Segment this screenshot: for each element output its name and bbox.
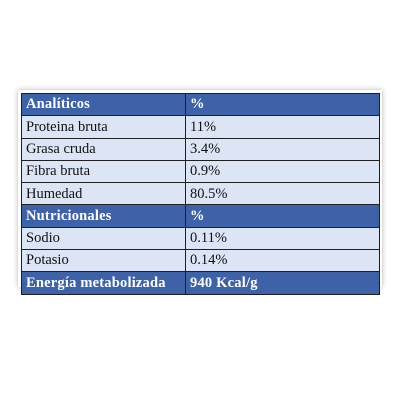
energy-value: 940 Kcal/g	[185, 271, 380, 295]
energy-label: Energía metabolizada	[21, 271, 186, 295]
table-row: Humedad 80.5%	[21, 182, 380, 206]
table-row: Sodio 0.11%	[21, 226, 380, 251]
nutrition-table-card: Analíticos % Proteina bruta 11% Grasa cr…	[18, 90, 382, 295]
section-header-nutricionales: Nutricionales %	[21, 204, 380, 228]
table-row: Fibra bruta 0.9%	[21, 159, 380, 184]
header-label: Analíticos	[21, 92, 186, 117]
header-unit: %	[185, 204, 380, 228]
nutrient-name: Proteina bruta	[21, 115, 186, 139]
nutrient-value: 0.14%	[185, 249, 380, 273]
nutrient-value: 0.9%	[185, 159, 380, 184]
nutrient-value: 11%	[185, 115, 380, 139]
nutrient-value: 0.11%	[185, 226, 380, 251]
table-row: Proteina bruta 11%	[21, 115, 380, 139]
nutrient-name: Fibra bruta	[21, 159, 186, 184]
header-unit: %	[185, 92, 380, 117]
nutrition-table: Analíticos % Proteina bruta 11% Grasa cr…	[21, 92, 380, 295]
energy-row: Energía metabolizada 940 Kcal/g	[21, 271, 380, 295]
nutrient-name: Humedad	[21, 182, 186, 206]
section-header-analiticos: Analíticos %	[21, 92, 380, 117]
nutrient-value: 3.4%	[185, 137, 380, 161]
table-row: Grasa cruda 3.4%	[21, 137, 380, 161]
nutrient-name: Sodio	[21, 226, 186, 251]
table-row: Potasio 0.14%	[21, 249, 380, 273]
nutrient-name: Potasio	[21, 249, 186, 273]
header-label: Nutricionales	[21, 204, 186, 228]
nutrient-value: 80.5%	[185, 182, 380, 206]
nutrient-name: Grasa cruda	[21, 137, 186, 161]
